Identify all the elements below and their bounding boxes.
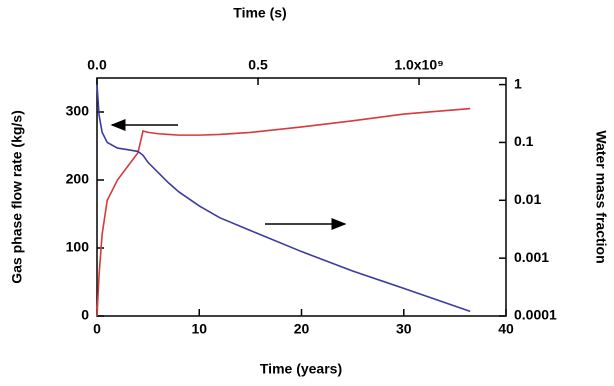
x-tick-label: 30: [396, 321, 412, 337]
x-tick-label: 10: [191, 321, 207, 337]
x2-tick-label: 1.0x10⁹: [394, 57, 443, 73]
y-tick-label: 0: [81, 307, 89, 323]
y-axis-label: Gas phase flow rate (kg/s): [9, 110, 25, 284]
x-tick-label: 0: [93, 321, 101, 337]
y2-tick-label: 0.001: [514, 249, 549, 265]
y-tick-label: 300: [66, 103, 90, 119]
y2-tick-label: 0.0001: [514, 307, 557, 323]
series-line: [96, 84, 471, 313]
x2-tick-label: 0.0: [87, 57, 107, 73]
y-tick-label: 200: [66, 171, 90, 187]
x2-axis-label: Time (s): [233, 5, 286, 21]
plot-frame: [96, 77, 507, 317]
x2-tick-label: 0.5: [248, 57, 268, 73]
x-tick-label: 20: [294, 321, 310, 337]
y-tick-label: 100: [66, 239, 90, 255]
y2-tick-label: 1: [514, 75, 522, 91]
x-axis-label: Time (years): [260, 361, 342, 377]
series-line: [96, 107, 471, 317]
y2-tick-label: 0.1: [514, 133, 534, 149]
y2-tick-label: 0.01: [514, 191, 541, 207]
y2-axis-label: Water mass fraction: [593, 130, 609, 263]
x-tick-label: 40: [498, 321, 514, 337]
